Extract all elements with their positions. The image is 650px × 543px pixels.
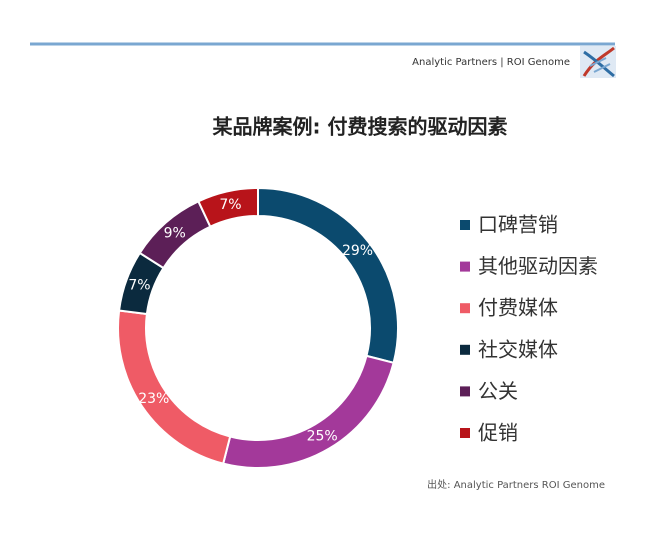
legend-label: 公关	[478, 379, 518, 403]
chart-title: 某品牌案例: 付费搜索的驱动因素	[213, 115, 508, 139]
donut-segment	[117, 309, 232, 465]
data-label: 9%	[164, 225, 186, 241]
legend-label: 口碑营销	[478, 213, 558, 237]
legend-label: 社交媒体	[478, 337, 558, 361]
legend-label: 促销	[478, 421, 518, 445]
data-label: 23%	[138, 391, 169, 407]
logo	[580, 46, 616, 78]
source-note: 出处: Analytic Partners ROI Genome	[427, 478, 605, 491]
data-label: 25%	[307, 428, 338, 444]
legend-swatch	[460, 428, 470, 438]
legend-label: 付费媒体	[478, 296, 558, 320]
data-label: 29%	[342, 243, 373, 259]
donut-segment	[257, 186, 399, 365]
donut-segment	[197, 186, 259, 228]
legend-swatch	[460, 220, 470, 230]
legend-swatch	[460, 303, 470, 314]
donut-segment	[221, 354, 395, 469]
data-label: 7%	[128, 277, 150, 293]
legend-swatch	[460, 261, 470, 272]
header-text: Analytic Partners | ROI Genome	[412, 57, 570, 68]
data-label: 7%	[219, 197, 241, 213]
legend-swatch	[460, 344, 470, 355]
legend-swatch	[460, 386, 470, 397]
legend-label: 其他驱动因素	[478, 254, 598, 278]
